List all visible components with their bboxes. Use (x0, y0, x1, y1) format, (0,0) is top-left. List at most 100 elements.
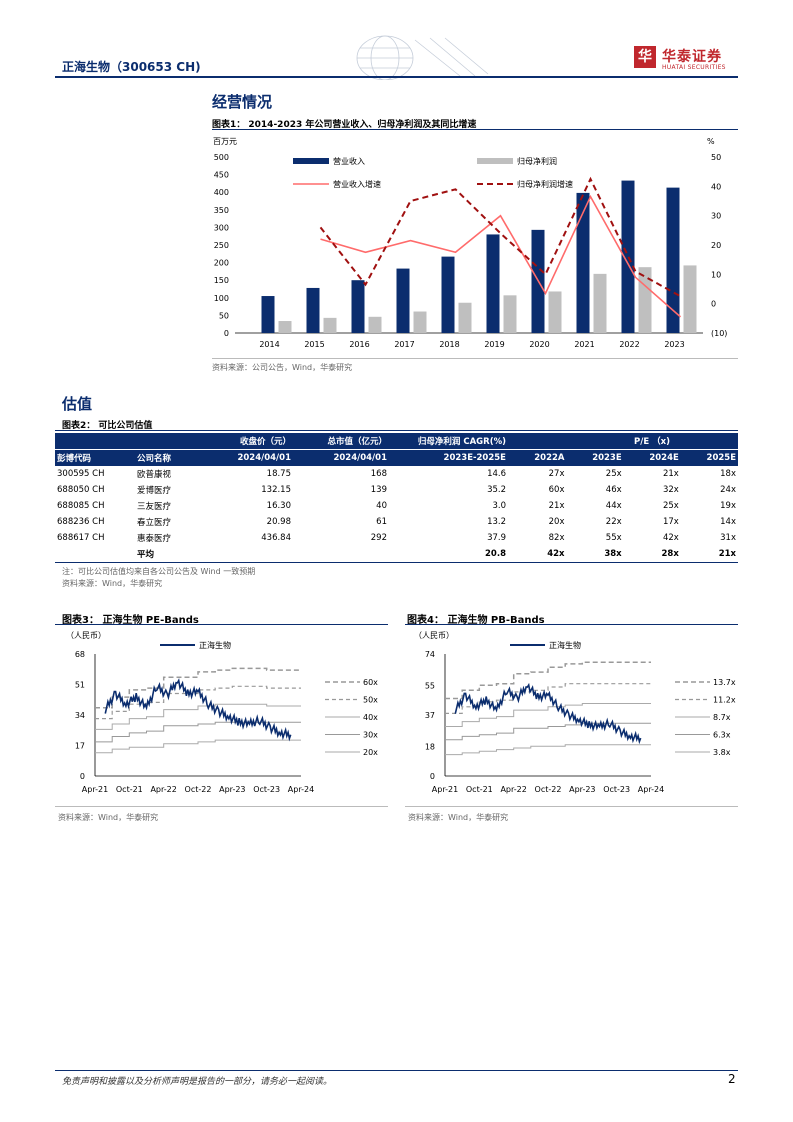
fig1-bar-net-profit (548, 291, 562, 333)
fig3-x-tick: Apr-23 (219, 785, 245, 794)
cell-pe-3: 17x (662, 517, 679, 527)
cell-pe-1: 82x (548, 533, 565, 543)
fig1-line-net-profit-growth (319, 176, 681, 298)
fig1-bar-revenue (396, 268, 410, 333)
fig3-title-rule (55, 624, 388, 625)
huatai-logo-en: HUATAI SECURITIES (662, 64, 726, 71)
fig4-chart: 0 18 37 55 74 Apr-21 Oct-21 Apr-22 Oct-22 Apr-23 O… (425, 640, 736, 794)
fig4-x-tick: Apr-24 (638, 785, 664, 794)
fig1-x-tick: 2014 (259, 340, 279, 349)
cell-cagr: 3.0 (492, 501, 506, 511)
fig3-x-tick: Oct-23 (253, 785, 280, 794)
fig1-bar-revenue (306, 287, 320, 333)
fig1-bar-revenue (621, 180, 635, 333)
cell-pe-2: 55x (605, 533, 622, 543)
fig1-right-unit: % (707, 137, 715, 146)
header-mktcap-date: 2024/04/01 (293, 449, 389, 466)
fig1-line-revenue-growth (320, 194, 682, 318)
fig3-band-legend-label: 50x (363, 696, 378, 705)
fig1-bar-net-profit (323, 317, 337, 333)
cell-code: 688236 CH (57, 517, 105, 527)
fig1-left-tick: 400 (214, 188, 229, 197)
cell-pe-3: 42x (662, 533, 679, 543)
fig1-title: 图表1： 2014-2023 年公司营业收入、归母净利润及其同比增速 (212, 120, 477, 130)
fig1-right-tick: 50 (711, 153, 721, 162)
fig1-left-unit: 百万元 (213, 137, 237, 146)
fig4-x-tick: Oct-22 (535, 785, 562, 794)
cell-mktcap: 168 (370, 469, 387, 479)
cell-name: 欧普康视 (137, 470, 172, 480)
fig3-band-legend-label: 40x (363, 713, 378, 722)
header-globe-watermark (356, 35, 489, 80)
fig1-left-tick: 350 (214, 206, 229, 215)
fig3-band-line (95, 739, 301, 754)
comparable-valuation-table: 收盘价（元） 总市值（亿元） 归母净利润 CAGR(%) P/E （x) 彭博代… (55, 433, 738, 563)
cell-pe-1: 60x (548, 485, 565, 495)
fig2-title-rule (55, 430, 738, 431)
fig4-y-tick: 37 (425, 711, 435, 720)
header-year-1: 2022A (508, 449, 567, 466)
cell-pe-3: 21x (662, 469, 679, 479)
cell-avg-pe-1: 42x (508, 546, 567, 563)
fig4-band-line (445, 744, 651, 756)
header-price-date: 2024/04/01 (219, 449, 293, 466)
fig2-note: 注：可比公司估值均来自各公司公告及 Wind 一致预期 (62, 567, 256, 576)
fig1-legend-revenue-swatch (293, 158, 329, 164)
footer-rule (55, 1070, 738, 1071)
cell-name: 三友医疗 (137, 502, 172, 512)
section-title-operations: 经营情况 (212, 93, 273, 111)
fig3-x-tick: Oct-21 (116, 785, 143, 794)
fig4-band-legend-label: 8.7x (713, 713, 731, 722)
header-cagr: 归母净利润 CAGR(%) (389, 433, 508, 450)
fig1-left-tick: 250 (214, 241, 229, 250)
fig1-left-tick: 100 (214, 294, 229, 303)
cell-mktcap: 40 (376, 501, 387, 511)
fig3-y-tick: 51 (75, 681, 85, 690)
fig1-x-tick: 2021 (574, 340, 594, 349)
fig3-price-line (104, 678, 292, 742)
fig1-bar-net-profit (368, 316, 382, 333)
fig1-bar-revenue (441, 256, 455, 333)
fig4-y-tick: 74 (425, 650, 435, 659)
fig4-band-legend-label: 3.8x (713, 748, 731, 757)
fig3-x-tick: Apr-21 (82, 785, 108, 794)
fig4-band-legend-label: 6.3x (713, 731, 731, 740)
cell-cagr: 13.2 (487, 517, 506, 527)
cell-code: 688617 CH (57, 533, 105, 543)
fig3-y-tick: 0 (80, 772, 85, 781)
header-year-3: 2024E (623, 449, 681, 466)
cell-pe-3: 32x (662, 485, 679, 495)
fig3-legend-price: 正海生物 (199, 640, 231, 650)
cell-avg-pe-3: 28x (623, 546, 681, 563)
huatai-logo-icon: 华 (634, 46, 656, 68)
fig1-legend-revenue-growth: 营业收入增速 (333, 179, 381, 189)
fig4-price-line (454, 682, 642, 745)
header-mktcap: 总市值（亿元） (293, 433, 389, 450)
header-rule (55, 76, 738, 78)
cell-pe-1: 27x (548, 469, 565, 479)
fig3-chart: 0 17 34 51 68 Apr-21 Oct-21 Apr-22 Oct-22 Apr-23 O… (75, 640, 378, 794)
cell-pe-4: 18x (720, 469, 736, 479)
cell-price: 18.75 (266, 469, 291, 479)
cell-pe-4: 19x (720, 501, 736, 511)
cell-cagr: 14.6 (487, 469, 506, 479)
fig3-band-line (95, 703, 301, 730)
fig4-unit: （人民币） (414, 631, 454, 640)
fig1-legend-np-growth: 归母净利润增速 (517, 179, 573, 189)
report-header-title: 正海生物（300653 CH) (62, 60, 201, 74)
cell-pe-2: 44x (605, 501, 622, 511)
cell-name: 春立医疗 (137, 518, 172, 528)
cell-pe-2: 25x (605, 469, 622, 479)
fig1-chart: 百万元 % 0 50 100 150 200 250 300 350 400 450 500 (10) 0 1… (213, 137, 727, 349)
fig1-left-tick: 500 (214, 153, 229, 162)
cell-pe-4: 24x (720, 485, 736, 495)
cell-name: 爱博医疗 (137, 486, 172, 496)
fig1-source-rule (212, 358, 738, 359)
fig1-bar-net-profit (413, 311, 427, 333)
header-code: 彭博代码 (55, 449, 135, 466)
fig4-source: 资料来源：Wind，华泰研究 (408, 813, 509, 822)
fig3-band-line (95, 685, 301, 720)
cell-pe-2: 46x (605, 485, 622, 495)
fig4-source-rule (405, 806, 738, 807)
fig1-legend-revenue: 营业收入 (333, 156, 365, 166)
